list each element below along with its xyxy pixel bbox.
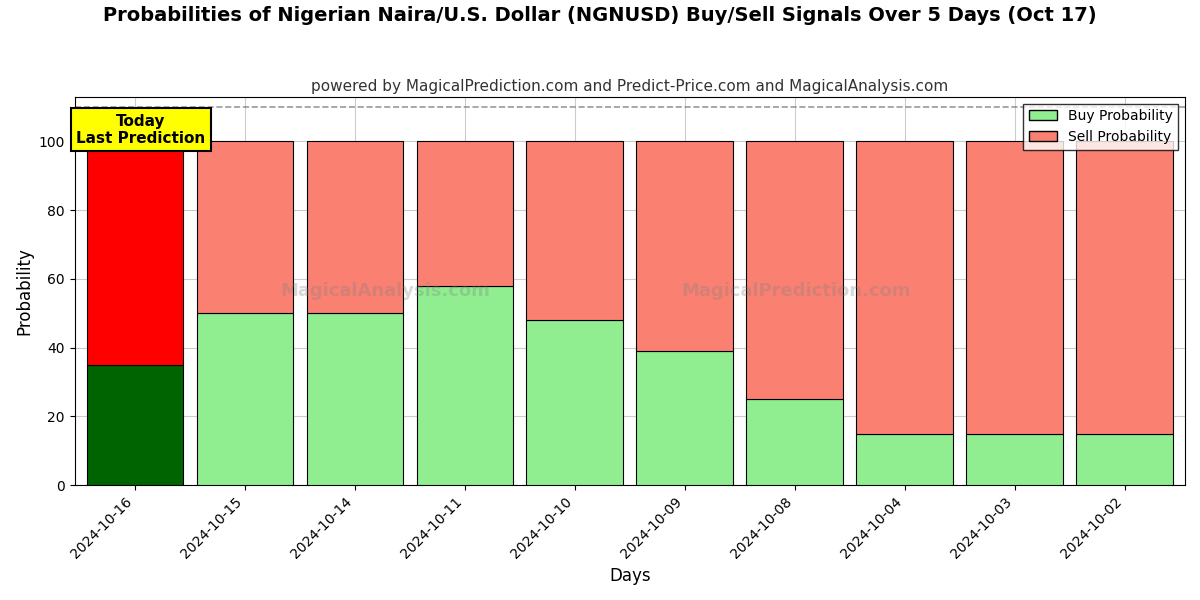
Bar bbox=[746, 141, 844, 399]
Bar bbox=[416, 286, 514, 485]
Bar bbox=[527, 320, 623, 485]
Bar bbox=[86, 141, 184, 365]
Y-axis label: Probability: Probability bbox=[16, 247, 34, 335]
Bar bbox=[307, 313, 403, 485]
Bar bbox=[636, 141, 733, 351]
Bar bbox=[857, 434, 953, 485]
Legend: Buy Probability, Sell Probability: Buy Probability, Sell Probability bbox=[1024, 104, 1178, 149]
Bar bbox=[1076, 141, 1172, 434]
Bar bbox=[416, 141, 514, 286]
Bar bbox=[197, 141, 294, 313]
Title: powered by MagicalPrediction.com and Predict-Price.com and MagicalAnalysis.com: powered by MagicalPrediction.com and Pre… bbox=[311, 79, 948, 94]
Bar bbox=[746, 399, 844, 485]
Bar bbox=[527, 141, 623, 320]
Text: MagicalPrediction.com: MagicalPrediction.com bbox=[682, 282, 911, 300]
Text: MagicalAnalysis.com: MagicalAnalysis.com bbox=[281, 282, 491, 300]
Bar bbox=[966, 141, 1063, 434]
Bar bbox=[86, 365, 184, 485]
Bar bbox=[966, 434, 1063, 485]
X-axis label: Days: Days bbox=[610, 567, 650, 585]
Bar bbox=[1076, 434, 1172, 485]
Text: Today
Last Prediction: Today Last Prediction bbox=[76, 114, 205, 146]
Bar bbox=[307, 141, 403, 313]
Text: Probabilities of Nigerian Naira/U.S. Dollar (NGNUSD) Buy/Sell Signals Over 5 Day: Probabilities of Nigerian Naira/U.S. Dol… bbox=[103, 6, 1097, 25]
Bar bbox=[197, 313, 294, 485]
Bar bbox=[857, 141, 953, 434]
Bar bbox=[636, 351, 733, 485]
